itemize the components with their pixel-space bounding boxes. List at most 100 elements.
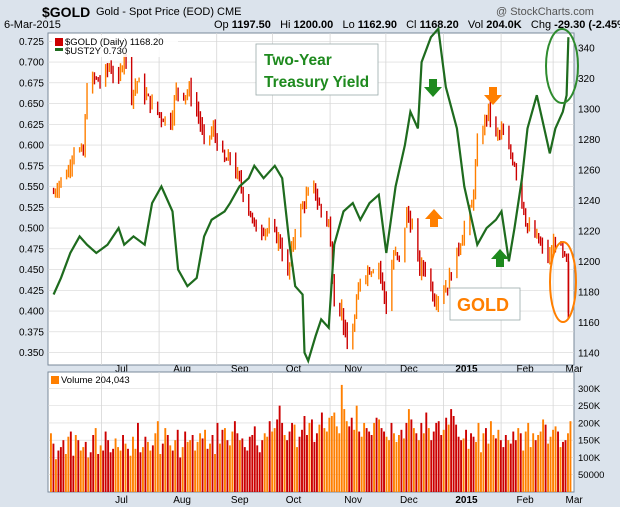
volume-bar bbox=[112, 448, 115, 492]
right-axis: 340 320 1300 1280 1260 1240 1220 1200 1180 1160 11… bbox=[578, 44, 601, 360]
volume-bar bbox=[534, 440, 537, 492]
volume-bar bbox=[256, 445, 259, 492]
volume-bar bbox=[542, 419, 545, 492]
volume-bar bbox=[286, 440, 289, 492]
volume-bar bbox=[84, 441, 87, 492]
volume-bar bbox=[141, 447, 144, 492]
volume-bar bbox=[475, 441, 477, 492]
volume-bar bbox=[104, 431, 107, 492]
stockcharts-watermark: @ StockCharts.com bbox=[496, 6, 594, 18]
volume-bar bbox=[554, 426, 557, 492]
volume-bar bbox=[325, 431, 328, 492]
right-tick-label: 1280 bbox=[578, 135, 601, 146]
volume-bar bbox=[358, 431, 361, 492]
volume-bar bbox=[201, 438, 204, 492]
volume-bar bbox=[293, 424, 296, 492]
volume-bar bbox=[313, 441, 316, 492]
left-tick-label: 0.575 bbox=[19, 161, 44, 172]
right-tick-label: 1180 bbox=[578, 287, 600, 298]
volume-bar bbox=[241, 438, 244, 492]
volume-bar bbox=[527, 422, 530, 492]
volume-bar bbox=[390, 422, 393, 492]
volume-bar bbox=[315, 433, 318, 492]
volume-bar bbox=[480, 452, 482, 492]
volume-bar bbox=[149, 450, 152, 492]
volume-bar bbox=[407, 409, 410, 492]
volume-bar bbox=[383, 431, 385, 492]
volume-bar bbox=[296, 447, 298, 492]
ellipse-highlight-icon bbox=[545, 28, 579, 104]
volume-tick-label: 250K bbox=[578, 401, 601, 412]
left-tick-label: 0.625 bbox=[19, 120, 44, 131]
volume-bar bbox=[345, 421, 348, 492]
left-tick-label: 0.675 bbox=[19, 78, 44, 89]
volume-bar bbox=[209, 443, 211, 492]
volume-bar bbox=[79, 450, 82, 492]
volume-bar bbox=[226, 440, 229, 492]
volume-bar bbox=[276, 419, 279, 492]
volume-bar bbox=[117, 447, 119, 492]
volume-bar bbox=[420, 422, 423, 492]
left-tick-label: 0.600 bbox=[19, 141, 44, 152]
volume-bar bbox=[189, 440, 192, 492]
volume-bar bbox=[460, 440, 463, 492]
volume-bar bbox=[350, 417, 353, 492]
volume-bar bbox=[430, 440, 433, 492]
volume-bar bbox=[258, 452, 261, 492]
volume-axis: 300K 250K 200K 150K 100K 50000 bbox=[578, 384, 604, 481]
volume-bar bbox=[507, 440, 510, 492]
volume-bar bbox=[353, 429, 356, 492]
volume-bar bbox=[452, 416, 455, 492]
symbol-title: $GOLD bbox=[42, 4, 91, 20]
volume-bar bbox=[102, 450, 105, 492]
right-tick-label: 1160 bbox=[578, 318, 600, 329]
volume-bar bbox=[547, 443, 550, 492]
volume-bar bbox=[395, 441, 398, 492]
volume-bar bbox=[492, 435, 495, 492]
volume-bar bbox=[221, 429, 224, 492]
volume-bar bbox=[278, 405, 281, 492]
right-tick-label: 1200 bbox=[578, 257, 601, 268]
x-tick-label: Aug bbox=[173, 364, 191, 375]
volume-bar bbox=[308, 422, 311, 492]
volume-bar bbox=[154, 433, 157, 492]
volume-bar bbox=[273, 428, 276, 492]
volume-tick-label: 200K bbox=[578, 418, 601, 429]
volume-bar bbox=[224, 428, 226, 492]
arrow-up-green-icon bbox=[491, 249, 509, 267]
x-axis-price: Jul Aug Sep Oct Nov Dec 2015 Feb Mar bbox=[115, 364, 583, 375]
volume-bar bbox=[77, 440, 80, 492]
volume-bar bbox=[87, 457, 90, 492]
volume-bar bbox=[340, 384, 343, 492]
volume-bar bbox=[348, 426, 351, 492]
volume-bar bbox=[298, 436, 301, 492]
left-tick-label: 0.700 bbox=[19, 58, 44, 69]
volume-bar bbox=[363, 422, 366, 492]
x-tick-label: 2015 bbox=[455, 364, 478, 375]
volume-bar bbox=[562, 441, 564, 492]
x-tick-label: Mar bbox=[566, 364, 584, 375]
volume-bar bbox=[417, 440, 420, 492]
volume-bar bbox=[194, 450, 197, 492]
left-tick-label: 0.500 bbox=[19, 224, 44, 235]
volume-bar bbox=[422, 433, 425, 492]
volume-bar bbox=[271, 431, 274, 492]
right-tick-label: 1140 bbox=[578, 348, 600, 359]
volume-bar bbox=[567, 433, 569, 492]
low-value: 1162.90 bbox=[357, 19, 397, 31]
volume-bar bbox=[291, 422, 293, 492]
quote-date: 6-Mar-2015 bbox=[4, 19, 61, 31]
volume-bar bbox=[412, 428, 415, 492]
volume-bar bbox=[228, 445, 231, 492]
volume-bar bbox=[288, 431, 291, 492]
volume-bar bbox=[462, 438, 465, 492]
volume-bar bbox=[67, 436, 70, 492]
volume-bar bbox=[557, 431, 559, 492]
volume-bar bbox=[549, 436, 552, 492]
volume-bar bbox=[82, 447, 85, 492]
volume-bar bbox=[333, 412, 336, 492]
volume-bar bbox=[248, 436, 251, 492]
volume-bar bbox=[323, 428, 326, 492]
volume-bar bbox=[301, 429, 303, 492]
volume-bar bbox=[519, 433, 522, 492]
